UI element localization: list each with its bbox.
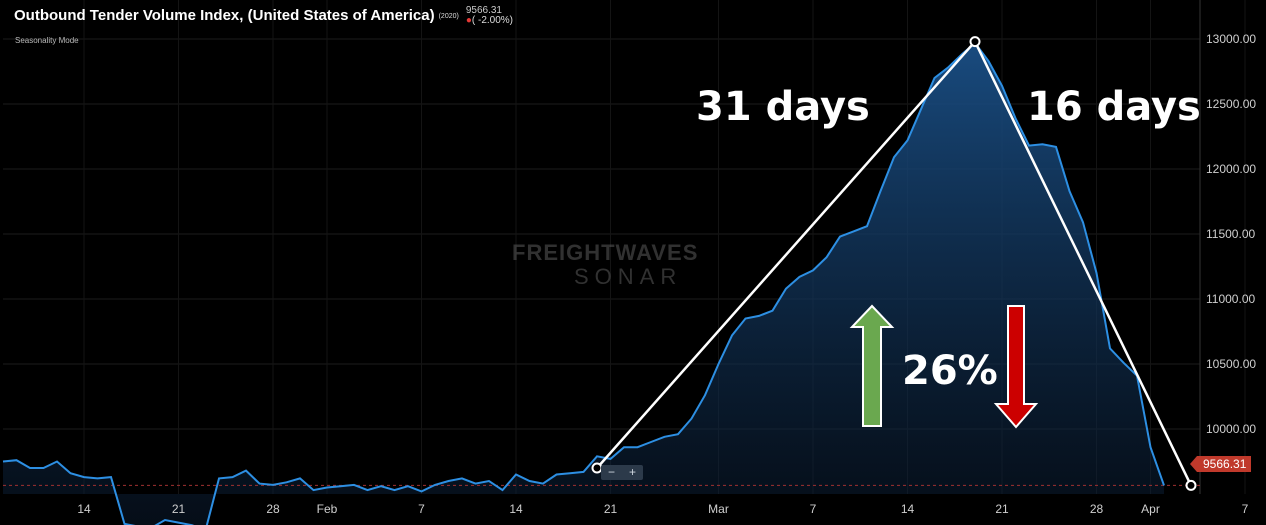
x-tick-label: 28 [266, 502, 280, 516]
y-tick-label: 10000.00 [1206, 422, 1256, 436]
x-tick-label: 28 [1090, 502, 1104, 516]
value-readout: 9566.31 ●( -2.00%) [466, 6, 513, 26]
rise-days-annotation: 31 days [696, 84, 870, 130]
x-tick-label: 7 [1242, 502, 1249, 516]
watermark: FREIGHTWAVES SONAR [512, 240, 698, 290]
x-axis: 14 21 28 Feb 7 14 21 Mar 7 14 21 28 Apr 7 [77, 502, 1248, 516]
y-axis: 10000.00 10500.00 11000.00 11500.00 12000.00… [1206, 32, 1256, 436]
y-tick-label: 13000.00 [1206, 32, 1256, 46]
chart-title: Outbound Tender Volume Index, (United St… [14, 7, 435, 24]
x-tick-label: Apr [1141, 502, 1160, 516]
zoom-out-button[interactable]: − [607, 465, 615, 479]
x-tick-label: 7 [810, 502, 817, 516]
x-tick-label: 14 [77, 502, 91, 516]
chart-header: Outbound Tender Volume Index, (United St… [14, 6, 513, 26]
last-value: 9566.31 [465, 5, 502, 16]
down-arrow-icon [993, 305, 1039, 429]
y-tick-label: 11500.00 [1206, 227, 1255, 241]
y-tick-label: 11000.00 [1206, 292, 1255, 306]
y-tick-label: 12000.00 [1206, 162, 1256, 176]
percent-annotation: 26% [902, 348, 998, 394]
down-dot-icon: ● [465, 15, 472, 26]
fall-days-annotation: 16 days [1027, 84, 1201, 130]
x-tick-label: 14 [509, 502, 523, 516]
zoom-controls: − + [601, 465, 643, 480]
trend-markers [591, 36, 1197, 491]
trend-marker [1185, 479, 1197, 491]
zoom-in-button[interactable]: + [628, 465, 636, 479]
x-tick-label: 21 [995, 502, 1009, 516]
x-tick-label: 7 [418, 502, 425, 516]
last-price-tag: 9566.31 [1189, 456, 1252, 472]
x-tick-label: 21 [172, 502, 186, 516]
y-tick-label: 10500.00 [1206, 357, 1256, 371]
mode-label: Seasonality Mode [15, 36, 79, 45]
change-value: ●( -2.00%) [465, 15, 513, 26]
y-tick-label: 12500.00 [1206, 97, 1256, 111]
trend-marker [969, 36, 981, 48]
watermark-line2: SONAR [574, 264, 683, 289]
x-tick-label: 14 [901, 502, 915, 516]
x-tick-label: 21 [604, 502, 618, 516]
x-tick-label: Mar [708, 502, 729, 516]
x-tick-label: Feb [317, 502, 338, 516]
year-tag: (2020) [438, 13, 459, 20]
up-arrow-icon [849, 304, 895, 427]
watermark-line1: FREIGHTWAVES [512, 240, 699, 265]
